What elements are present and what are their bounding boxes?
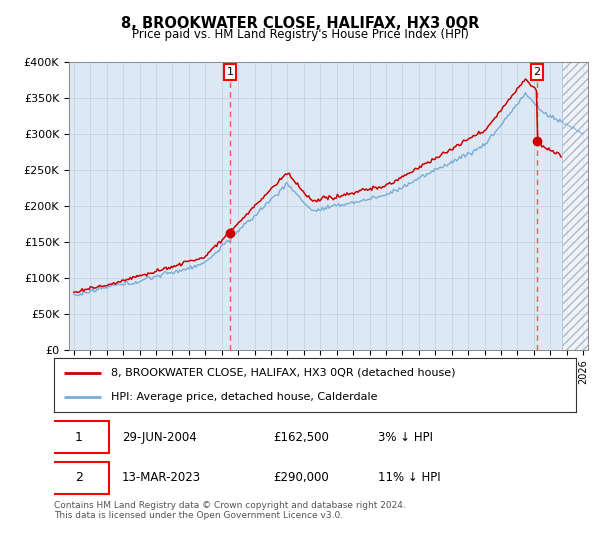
Text: 8, BROOKWATER CLOSE, HALIFAX, HX3 0QR: 8, BROOKWATER CLOSE, HALIFAX, HX3 0QR: [121, 16, 479, 31]
Text: 2: 2: [533, 67, 541, 77]
Text: 1: 1: [75, 431, 83, 444]
Text: £162,500: £162,500: [273, 431, 329, 444]
Bar: [562, 62, 600, 350]
Text: 11% ↓ HPI: 11% ↓ HPI: [377, 471, 440, 484]
Text: Price paid vs. HM Land Registry's House Price Index (HPI): Price paid vs. HM Land Registry's House …: [131, 28, 469, 41]
Text: 8, BROOKWATER CLOSE, HALIFAX, HX3 0QR (detached house): 8, BROOKWATER CLOSE, HALIFAX, HX3 0QR (d…: [112, 368, 456, 378]
Text: Contains HM Land Registry data © Crown copyright and database right 2024.
This d: Contains HM Land Registry data © Crown c…: [54, 501, 406, 520]
Text: £290,000: £290,000: [273, 471, 329, 484]
Text: HPI: Average price, detached house, Calderdale: HPI: Average price, detached house, Cald…: [112, 392, 378, 402]
Text: 2: 2: [75, 471, 83, 484]
Text: 3% ↓ HPI: 3% ↓ HPI: [377, 431, 433, 444]
FancyBboxPatch shape: [49, 421, 109, 454]
FancyBboxPatch shape: [49, 461, 109, 494]
Text: 29-JUN-2004: 29-JUN-2004: [122, 431, 197, 444]
Bar: [562, 62, 600, 350]
Text: 1: 1: [226, 67, 233, 77]
Text: 13-MAR-2023: 13-MAR-2023: [122, 471, 201, 484]
